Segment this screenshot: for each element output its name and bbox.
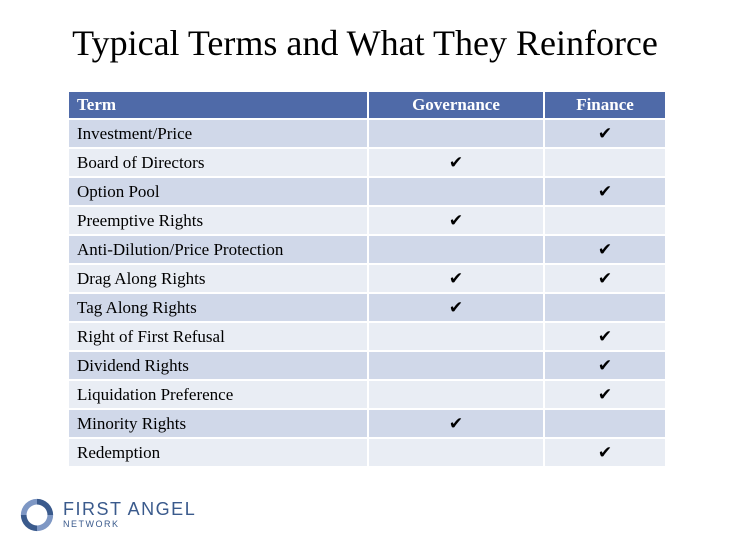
finance-check-cell: ✔: [545, 381, 665, 408]
table-header-row: Term Governance Finance: [69, 92, 665, 118]
finance-check-cell: [545, 149, 665, 176]
table-row: Dividend Rights ✔: [69, 352, 665, 379]
table-row: Preemptive Rights ✔: [69, 207, 665, 234]
finance-check-cell: ✔: [545, 236, 665, 263]
table-body: Investment/Price ✔ Board of Directors ✔ Opti…: [69, 120, 665, 466]
table-row: Tag Along Rights ✔: [69, 294, 665, 321]
table-row: Investment/Price ✔: [69, 120, 665, 147]
finance-check-cell: ✔: [545, 439, 665, 466]
table-row: Anti-Dilution/Price Protection ✔: [69, 236, 665, 263]
term-cell: Preemptive Rights: [69, 207, 367, 234]
term-cell: Board of Directors: [69, 149, 367, 176]
term-cell: Option Pool: [69, 178, 367, 205]
governance-check-cell: [369, 120, 543, 147]
governance-check-cell: ✔: [369, 149, 543, 176]
finance-check-cell: [545, 410, 665, 437]
finance-check-cell: ✔: [545, 265, 665, 292]
finance-check-cell: [545, 207, 665, 234]
governance-check-cell: [369, 323, 543, 350]
finance-check-cell: ✔: [545, 323, 665, 350]
table-row: Option Pool ✔: [69, 178, 665, 205]
table-row: Right of First Refusal ✔: [69, 323, 665, 350]
finance-check-cell: [545, 294, 665, 321]
term-cell: Investment/Price: [69, 120, 367, 147]
logo-subtitle: NETWORK: [63, 519, 120, 529]
term-cell: Right of First Refusal: [69, 323, 367, 350]
term-cell: Anti-Dilution/Price Protection: [69, 236, 367, 263]
governance-check-cell: ✔: [369, 207, 543, 234]
table-row: Minority Rights ✔: [69, 410, 665, 437]
governance-check-cell: [369, 236, 543, 263]
table-row: Board of Directors ✔: [69, 149, 665, 176]
term-cell: Drag Along Rights: [69, 265, 367, 292]
slide-title: Typical Terms and What They Reinforce: [72, 23, 658, 63]
term-cell: Dividend Rights: [69, 352, 367, 379]
table-row: Redemption ✔: [69, 439, 665, 466]
governance-check-cell: [369, 352, 543, 379]
finance-check-cell: ✔: [545, 178, 665, 205]
first-angel-logo: FIRST ANGEL NETWORK: [18, 496, 196, 534]
term-cell: Minority Rights: [69, 410, 367, 437]
term-cell: Liquidation Preference: [69, 381, 367, 408]
governance-check-cell: [369, 178, 543, 205]
header-governance: Governance: [369, 92, 543, 118]
finance-check-cell: ✔: [545, 352, 665, 379]
finance-check-cell: ✔: [545, 120, 665, 147]
table-row: Drag Along Rights ✔ ✔: [69, 265, 665, 292]
term-cell: Redemption: [69, 439, 367, 466]
governance-check-cell: [369, 439, 543, 466]
term-cell: Tag Along Rights: [69, 294, 367, 321]
header-term: Term: [69, 92, 367, 118]
table-row: Liquidation Preference ✔: [69, 381, 665, 408]
governance-check-cell: ✔: [369, 294, 543, 321]
circular-swirl-logo-icon: [20, 498, 54, 532]
governance-check-cell: ✔: [369, 265, 543, 292]
governance-check-cell: [369, 381, 543, 408]
header-finance: Finance: [545, 92, 665, 118]
governance-check-cell: ✔: [369, 410, 543, 437]
logo-name: FIRST ANGEL: [63, 499, 197, 519]
terms-table: Term Governance Finance Investment/Price…: [67, 90, 667, 468]
